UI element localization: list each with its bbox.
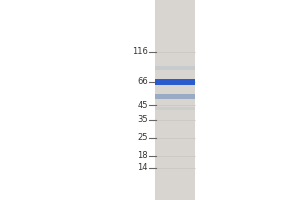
Text: 25: 25 bbox=[137, 134, 148, 142]
Text: 45: 45 bbox=[137, 100, 148, 110]
Text: 66: 66 bbox=[137, 77, 148, 86]
Bar bbox=[155, 66, 195, 70]
Text: 116: 116 bbox=[132, 47, 148, 56]
Bar bbox=[155, 106, 195, 110]
Bar bbox=[155, 79, 195, 85]
Text: 35: 35 bbox=[137, 116, 148, 124]
Bar bbox=[155, 0, 195, 200]
Text: 14: 14 bbox=[137, 164, 148, 172]
Bar bbox=[155, 94, 195, 98]
Text: 18: 18 bbox=[137, 152, 148, 160]
